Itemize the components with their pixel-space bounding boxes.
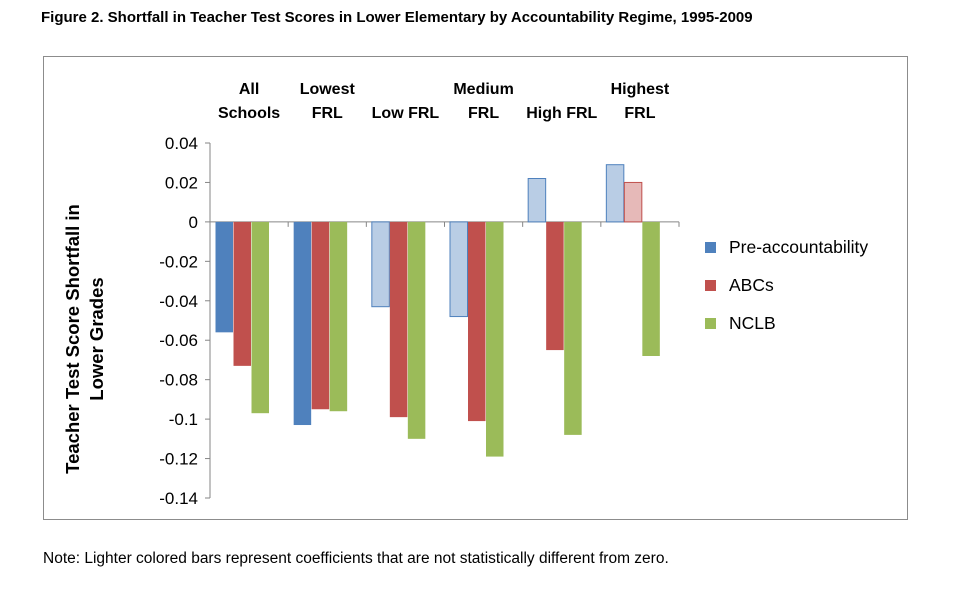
bar-nclb-2 [407, 221, 426, 439]
bar-abcs-1 [311, 221, 330, 410]
category-label: FRL [624, 105, 655, 122]
legend-swatch-nclb [705, 318, 716, 329]
y-tick-label: -0.1 [169, 410, 198, 429]
legend-label-pre-accountability: Pre-accountability [729, 237, 869, 257]
bar-pre-accountability-5 [605, 164, 625, 223]
bar-pre-accountability-2 [371, 221, 390, 308]
legend-swatch-abcs [705, 280, 716, 291]
bar-pre-accountability-1 [293, 221, 312, 426]
category-label: FRL [468, 105, 499, 122]
y-tick-label: 0.02 [165, 173, 198, 192]
legend-label-abcs: ABCs [729, 275, 774, 295]
bar-abcs-4 [546, 221, 564, 351]
figure-title: Figure 2. Shortfall in Teacher Test Scor… [41, 9, 753, 26]
bar-abcs-2 [389, 221, 408, 418]
category-label: Low FRL [372, 105, 440, 122]
bar-pre-accountability-4 [527, 178, 547, 223]
bar-abcs-5 [623, 181, 643, 223]
category-label: High FRL [526, 105, 597, 122]
y-tick-label: -0.08 [159, 371, 198, 390]
category-label: Medium [453, 81, 513, 98]
category-label: Schools [218, 105, 280, 122]
category-label: Lowest [300, 81, 356, 98]
legend-label-nclb: NCLB [729, 313, 776, 333]
bar-nclb-5 [642, 221, 660, 356]
category-label: All [239, 81, 259, 98]
chart-area: 0.04 0.02 0 -0.02 -0.04 -0.06 -0.08 -0.1 -0.12 -0… [43, 56, 908, 520]
y-tick-label: -0.04 [159, 292, 198, 311]
bar-nclb-0 [251, 221, 269, 414]
y-tick-label: -0.14 [159, 489, 198, 508]
y-axis-title: Teacher Test Score Shortfall in Lower Gr… [50, 139, 120, 539]
y-tick-label: 0.04 [165, 134, 198, 153]
bar-nclb-3 [486, 221, 504, 457]
category-label: Highest [611, 81, 670, 98]
y-tick-label: 0 [189, 213, 198, 232]
bar-nclb-4 [564, 221, 582, 435]
figure-note: Note: Lighter colored bars represent coe… [43, 550, 669, 567]
y-axis-title-line-2: Lower Grades [86, 277, 107, 401]
y-tick-label: -0.12 [159, 450, 198, 469]
legend-swatch-pre-accountability [705, 242, 716, 253]
bar-chart: 0.04 0.02 0 -0.02 -0.04 -0.06 -0.08 -0.1 -0.12 -0… [159, 81, 680, 508]
y-tick-label: -0.06 [159, 331, 198, 350]
bar-pre-accountability-3 [449, 221, 468, 318]
bar-abcs-3 [468, 221, 486, 422]
category-label: FRL [312, 105, 343, 122]
bar-nclb-1 [329, 221, 348, 412]
bar-abcs-0 [233, 221, 251, 366]
y-axis-title-line-1: Teacher Test Score Shortfall in [62, 204, 83, 474]
y-tick-label: -0.02 [159, 252, 198, 271]
bar-pre-accountability-0 [215, 221, 233, 333]
